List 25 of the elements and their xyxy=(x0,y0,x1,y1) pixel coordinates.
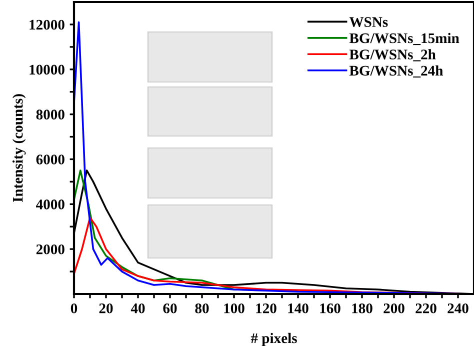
x-tick-label: 120 xyxy=(256,303,276,314)
x-tick-label: 180 xyxy=(352,303,372,314)
x-tick-label: 160 xyxy=(320,303,340,314)
x-tick-label: 200 xyxy=(384,303,404,314)
x-tick-label: 0 xyxy=(70,303,78,314)
x-tick-label: 240 xyxy=(448,303,468,314)
x-tick-label: 60 xyxy=(163,303,177,314)
x-tick-label: 100 xyxy=(224,303,244,314)
y-tick-label: 6000 xyxy=(36,154,64,164)
y-tick-label: 8000 xyxy=(36,110,64,120)
y-tick-label: 2000 xyxy=(36,244,64,254)
y-tick-label: 12000 xyxy=(30,20,64,30)
x-tick-label: 220 xyxy=(416,303,436,314)
x-tick-label: 40 xyxy=(130,303,145,314)
x-tick-label: 80 xyxy=(195,303,209,314)
y-tick-label: 4000 xyxy=(36,200,64,210)
legend-label: BG/WSNs_24h xyxy=(349,65,443,78)
y-tick-label: 10000 xyxy=(30,64,64,75)
x-tick-label: 140 xyxy=(288,303,308,314)
y-axis-title: Intensity (counts) xyxy=(12,94,26,202)
legend-label: BG/WSNs_15min xyxy=(349,32,460,46)
legend-label: BG/WSNs_2h xyxy=(349,49,436,62)
legend-label: WSNs xyxy=(349,17,388,28)
x-tick-label: 20 xyxy=(99,303,113,314)
x-axis-title: # pixels xyxy=(250,332,297,346)
